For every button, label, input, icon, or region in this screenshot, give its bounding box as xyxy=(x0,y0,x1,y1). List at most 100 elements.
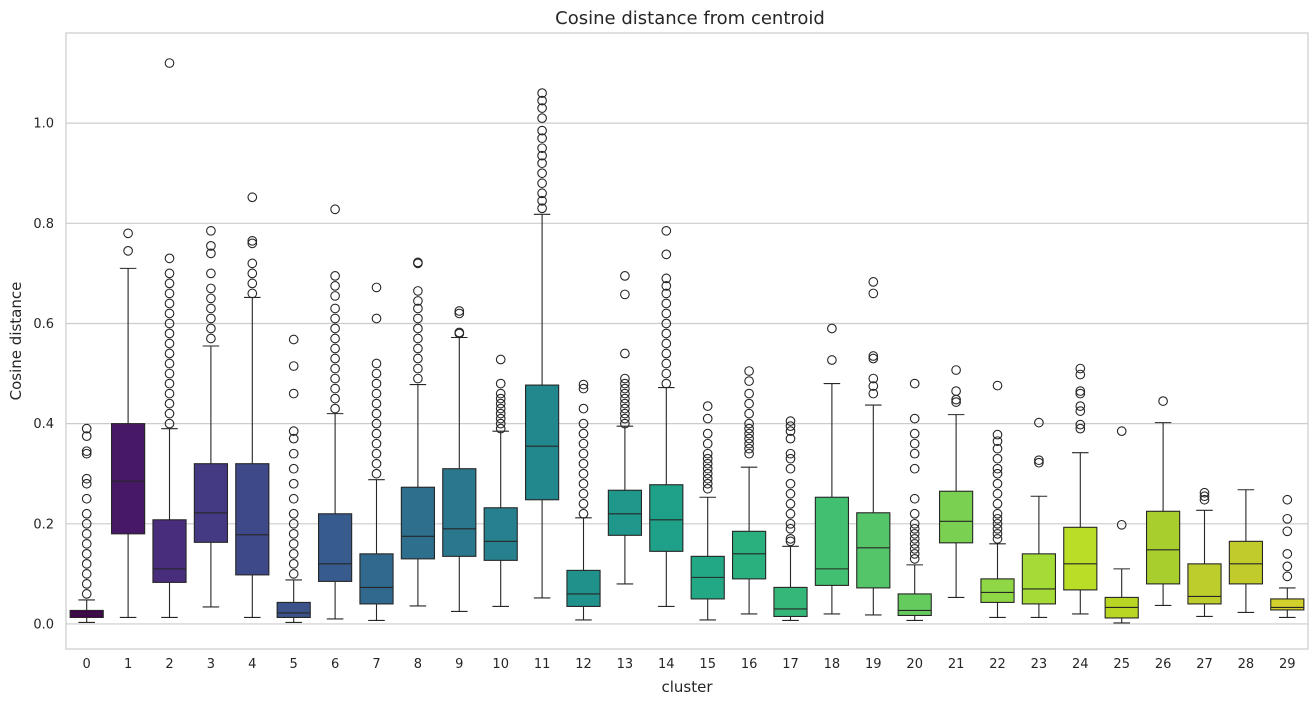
outlier-point xyxy=(371,418,382,429)
outlier-point xyxy=(578,508,589,519)
outlier-point xyxy=(206,333,216,344)
outlier-point xyxy=(537,168,547,179)
outlier-point xyxy=(413,373,423,384)
outlier-point xyxy=(702,438,713,449)
outlier-point xyxy=(661,249,672,260)
outlier-point xyxy=(330,204,340,215)
outlier-point xyxy=(454,327,465,338)
outlier-point xyxy=(868,373,879,384)
outlier-point xyxy=(620,418,630,429)
box-cluster-9 xyxy=(442,306,477,612)
x-tick-label: 28 xyxy=(1238,657,1255,672)
y-tick-label: 0.6 xyxy=(33,317,54,332)
box-iqr xyxy=(193,463,229,543)
outlier-point xyxy=(1075,363,1086,374)
y-tick-label: 0.0 xyxy=(33,617,54,632)
outlier-point xyxy=(992,463,1003,474)
outlier-point xyxy=(909,533,920,544)
outlier-point xyxy=(1282,571,1293,582)
outlier-point xyxy=(371,368,382,379)
outlier-point xyxy=(744,443,754,454)
outlier-point xyxy=(164,298,175,309)
outlier-point xyxy=(537,178,547,189)
x-tick-label: 3 xyxy=(207,657,215,672)
outlier-point xyxy=(288,493,299,504)
ticks: 0.00.20.40.60.81.00 1 2 3 4 5 6 7 8 9 10 11 12 13 14 15… xyxy=(33,117,1295,672)
outlier-point xyxy=(785,498,796,509)
box-cluster-7 xyxy=(359,282,394,622)
outlier-point xyxy=(578,458,589,469)
x-tick-label: 7 xyxy=(372,657,380,672)
outlier-point xyxy=(206,303,216,314)
outlier-point xyxy=(992,513,1003,524)
x-tick-label: 6 xyxy=(331,657,339,672)
outlier-point xyxy=(951,397,961,407)
box-cluster-18 xyxy=(814,323,850,615)
outlier-point xyxy=(206,248,216,259)
outlier-point xyxy=(81,579,92,589)
x-tick-label: 14 xyxy=(658,657,675,672)
outlier-point xyxy=(992,528,1003,539)
x-tick-label: 8 xyxy=(414,657,422,672)
outlier-point xyxy=(495,398,506,409)
outlier-point xyxy=(578,383,589,394)
outlier-point xyxy=(909,543,920,554)
box-iqr xyxy=(1021,553,1057,605)
outlier-point xyxy=(413,353,423,364)
outlier-point xyxy=(1075,406,1086,416)
outlier-point xyxy=(247,258,258,269)
outlier-point xyxy=(620,388,630,399)
outlier-point xyxy=(785,523,796,534)
outlier-point xyxy=(785,421,796,431)
outlier-point xyxy=(288,538,299,549)
x-tick-label: 25 xyxy=(1113,657,1130,672)
x-axis-label: cluster xyxy=(661,678,713,696)
outlier-point xyxy=(371,358,382,369)
outlier-point xyxy=(81,478,92,489)
x-tick-label: 4 xyxy=(248,657,256,672)
outlier-point xyxy=(661,273,672,284)
outlier-point xyxy=(1034,417,1044,428)
outlier-point xyxy=(702,453,713,464)
box-cluster-12 xyxy=(566,379,601,621)
outlier-point xyxy=(288,448,299,459)
outlier-point xyxy=(785,533,796,544)
outlier-point xyxy=(1034,455,1044,466)
box-cluster-24 xyxy=(1063,363,1098,615)
y-tick-label: 1.0 xyxy=(33,117,54,132)
outlier-point xyxy=(868,388,879,399)
outlier-point xyxy=(909,508,920,519)
outlier-point xyxy=(661,328,672,339)
outlier-point xyxy=(413,303,423,314)
outlier-point xyxy=(785,536,796,547)
x-tick-label: 2 xyxy=(165,657,173,672)
outlier-point xyxy=(288,478,299,489)
outlier-point xyxy=(164,398,175,409)
box-cluster-13 xyxy=(607,271,643,585)
outlier-point xyxy=(164,308,175,319)
outlier-point xyxy=(702,468,713,479)
outlier-point xyxy=(868,351,879,361)
x-tick-label: 22 xyxy=(989,657,1006,672)
outlier-point xyxy=(744,388,754,399)
outlier-point xyxy=(164,388,175,399)
box-iqr xyxy=(1063,526,1098,591)
outlier-point xyxy=(164,358,175,369)
box-cluster-3 xyxy=(193,225,229,608)
x-tick-label: 1 xyxy=(124,657,132,672)
box-cluster-10 xyxy=(483,354,518,607)
outlier-point xyxy=(164,328,175,339)
box-iqr xyxy=(731,530,767,580)
outlier-point xyxy=(1282,548,1293,559)
box-cluster-26 xyxy=(1145,396,1181,606)
outlier-point xyxy=(288,388,299,399)
outlier-point xyxy=(81,446,92,457)
outlier-point xyxy=(578,498,589,509)
outlier-point xyxy=(164,348,175,359)
box-cluster-23 xyxy=(1021,417,1057,618)
outlier-point xyxy=(81,518,92,529)
outlier-point xyxy=(1282,561,1293,572)
outlier-point xyxy=(330,303,340,314)
outlier-point xyxy=(1075,401,1086,411)
outlier-point xyxy=(164,368,175,379)
